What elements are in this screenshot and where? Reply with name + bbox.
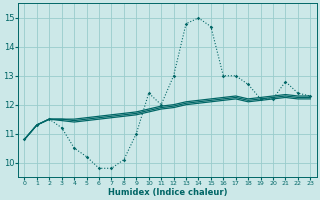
X-axis label: Humidex (Indice chaleur): Humidex (Indice chaleur) [108,188,227,197]
